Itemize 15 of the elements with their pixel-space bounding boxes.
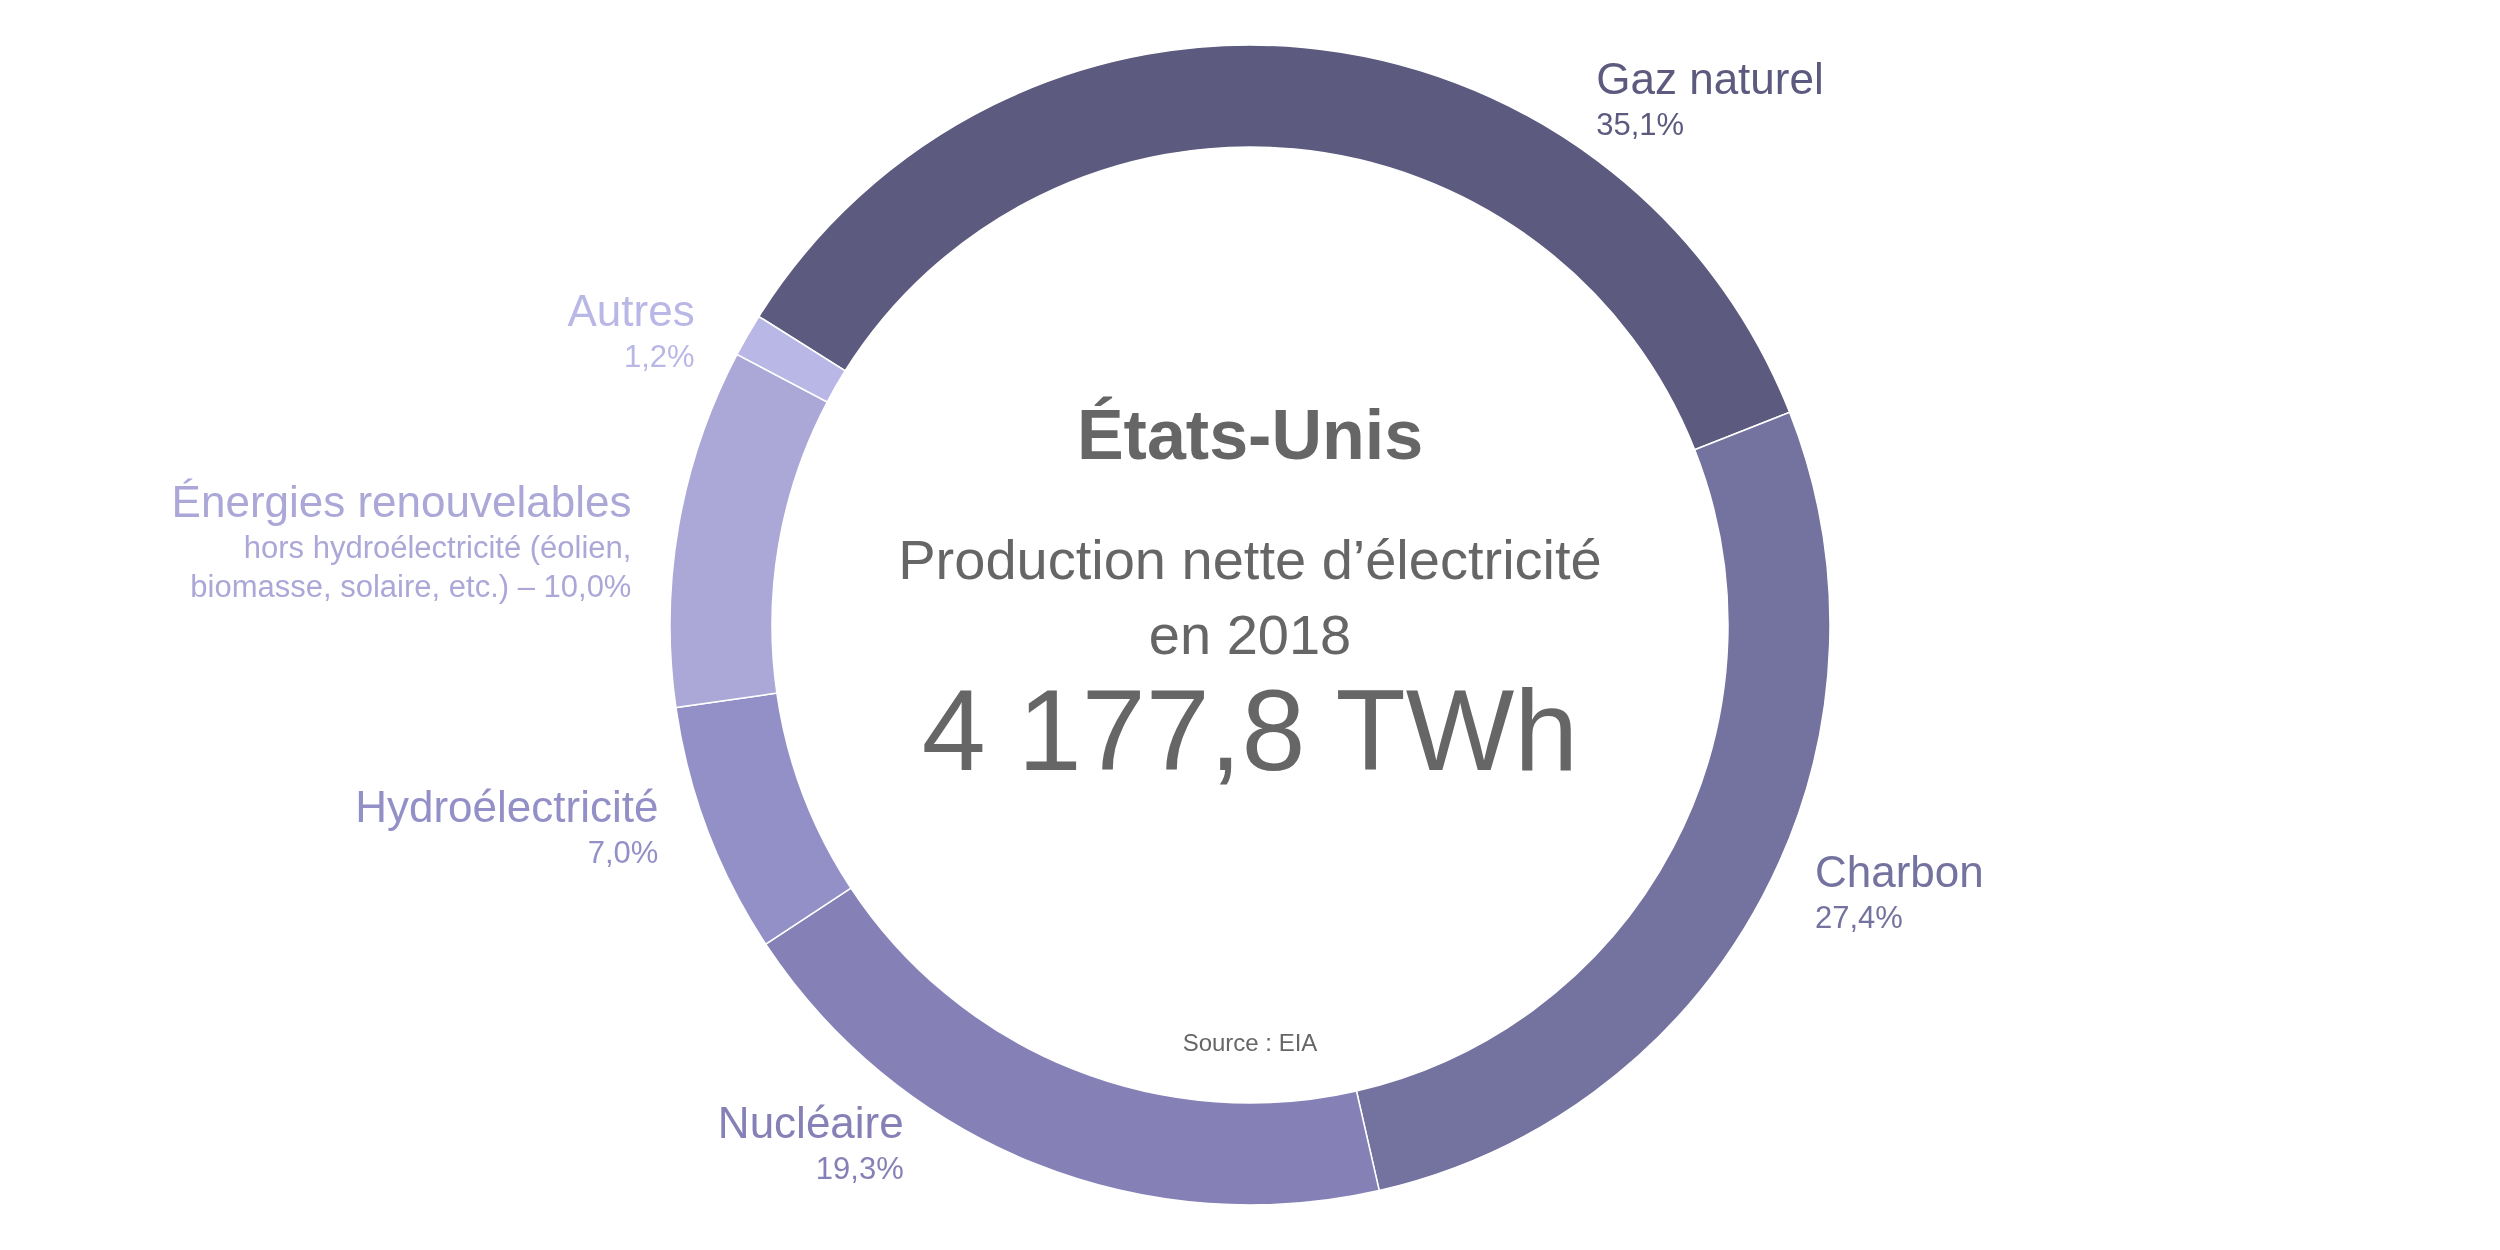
slice-label: Charbon bbox=[1814, 846, 1984, 896]
data-label: 1,2% bbox=[623, 339, 695, 375]
slice-label: Autres bbox=[567, 286, 695, 336]
slice-label: Nucléaire bbox=[717, 1098, 904, 1147]
text: États-Unis bbox=[1076, 396, 1424, 474]
category-label: Énergies renouvelables hors hydroélectricité (éolien, biomasse, solaire, etc.) – 10,0% bbox=[171, 477, 632, 604]
data-label: 35,1% bbox=[1596, 107, 1685, 142]
text: 4 177,8 TWh bbox=[921, 666, 1579, 794]
data-label: 27,4% bbox=[1814, 899, 1903, 935]
slice-label: Hydroélectricité bbox=[355, 781, 659, 831]
data-label: 7,0% bbox=[587, 834, 659, 870]
data-label: 19,3% bbox=[815, 1151, 904, 1186]
source-note: Source : EIA bbox=[1182, 1029, 1318, 1056]
slice-label: Gaz naturel bbox=[1596, 54, 1824, 103]
text: Production nette d’électricité en 2018 bbox=[898, 528, 1602, 666]
